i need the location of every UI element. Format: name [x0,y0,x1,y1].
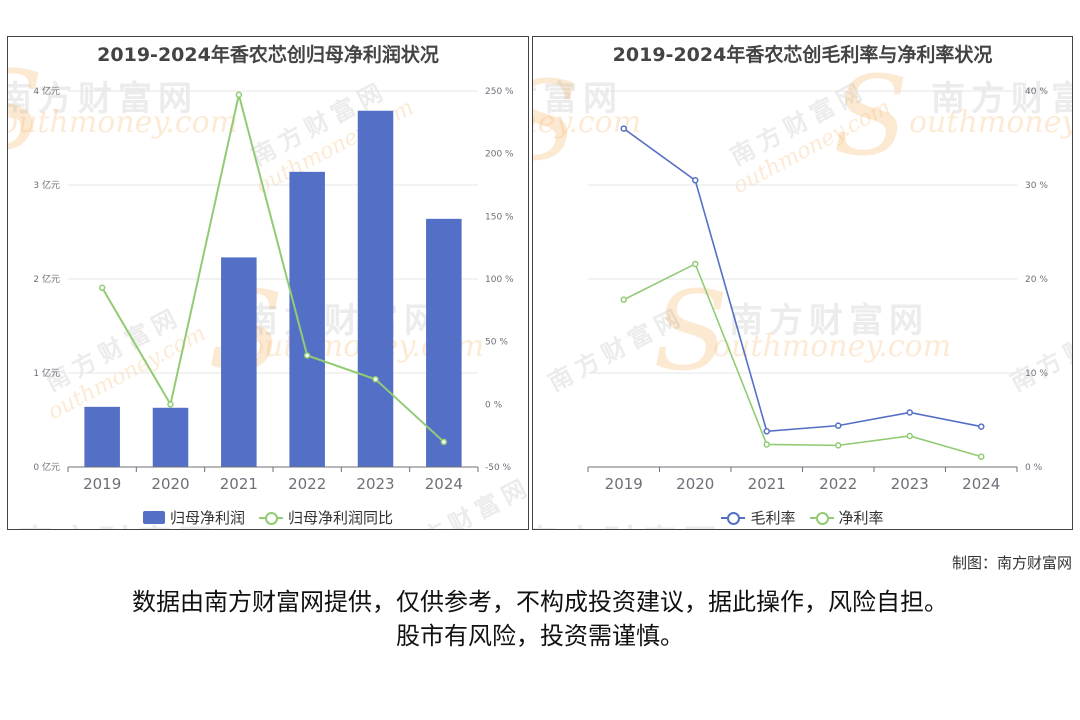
legend-swatch-line [259,511,283,525]
y-left-tick-label: 4 亿元 [33,85,60,97]
x-tick-label: 2021 [748,475,786,493]
bar [357,110,394,468]
bar [426,218,462,467]
bar [221,257,257,467]
x-tick-label: 2019 [605,475,643,493]
chart-panel-net-profit: S 南方财富网 outhmoney.com 南方财富网 outhmoney.co… [7,36,529,530]
chart-credit: 制图：南方财富网 [951,554,1072,572]
y-right-tick-label: 40 % [1025,87,1048,97]
net-margin-point [692,260,699,268]
y-right-tick-label: 20 % [1025,275,1048,285]
bar [84,406,120,467]
legend-label: 归母净利润 [169,509,245,527]
x-tick-label: 2023 [891,475,929,493]
y-left-tick-label: 3 亿元 [33,179,60,191]
net-margin-point [620,296,627,303]
gross-margin-point [835,422,842,429]
bar [152,407,189,467]
disclaimer-line: 数据由南方财富网提供，仅供参考，不构成投资建议，据此操作，风险自担。 [132,588,948,616]
yoy-point [235,91,243,99]
gross-margin-point [906,409,913,416]
x-tick-label: 2024 [962,475,1000,493]
yoy-series-line [101,94,445,443]
yoy-point [303,352,311,359]
y-right-tick-label: 100 % [485,275,514,285]
net-margin-series-line [623,262,982,458]
x-tick-label: 2021 [220,475,258,493]
yoy-point [167,401,174,408]
net-margin-point [978,453,985,460]
y-right-tick-label: 0 % [1025,463,1043,473]
legend-label: 归母净利润同比 [288,509,394,527]
gross-margin-point [978,423,985,430]
y-right-tick-label: -50 % [485,463,512,473]
chart-legend: 毛利率 净利率 [533,507,1072,528]
y-right-tick-label: 150 % [485,212,514,222]
yoy-point [372,376,379,383]
yoy-point [440,438,448,446]
bar [289,171,325,467]
net-margin-point [763,441,770,448]
x-tick-label: 2022 [288,475,326,493]
legend-swatch-line [721,511,746,525]
y-right-tick-label: 0 % [485,400,503,410]
x-tick-label: 2023 [356,475,394,493]
x-tick-label: 2020 [676,475,714,493]
gross-margin-point [692,177,699,184]
gross-margin-point [620,125,627,132]
x-tick-label: 2019 [83,475,121,493]
y-right-tick-label: 250 % [485,87,514,97]
legend-item-net-profit-yoy[interactable]: 归母净利润同比 [259,507,393,528]
legend-item-net-margin[interactable]: 净利率 [809,507,884,528]
legend-swatch-bar [142,511,165,524]
legend-label: 毛利率 [750,509,796,527]
chart-panel-margins: S 南方财富网 outhmoney.com 南方财富网 outhmoney.co… [532,36,1073,530]
bar-line-chart: 0 亿元 1 亿元 2 亿元 3 亿元 4 亿元 -50 % 0 % 50 % 100 % 150… [33,85,514,493]
disclaimer-line: 股市有风险，投资需谨慎。 [396,622,684,650]
net-margin-point [835,442,842,449]
gross-margin-series-line [623,127,982,433]
x-tick-label: 2024 [425,475,463,493]
gross-margin-point [763,428,770,435]
legend-item-gross-margin[interactable]: 毛利率 [721,507,796,528]
y-right-tick-label: 50 % [485,338,508,348]
legend-item-net-profit[interactable]: 归母净利润 [142,507,245,528]
legend-label: 净利率 [838,509,884,527]
y-right-tick-label: 200 % [485,150,514,160]
x-tick-label: 2020 [151,475,189,493]
y-left-tick-label: 0 亿元 [33,461,60,473]
y-right-tick-label: 30 % [1025,181,1048,191]
y-left-tick-label: 1 亿元 [33,367,60,379]
net-margin-point [906,432,913,440]
line-chart: 0 % 10 % 20 % 30 % 40 % 2019 2020 2021 2022 2023 2… [587,87,1048,493]
y-right-tick-label: 10 % [1025,369,1048,379]
chart-title: 2019-2024年香农芯创归母净利润状况 [97,44,439,66]
chart-legend: 归母净利润 归母净利润同比 [8,507,528,528]
chart-title: 2019-2024年香农芯创毛利率与净利率状况 [612,44,993,66]
y-left-tick-label: 2 亿元 [33,273,60,285]
yoy-point [98,284,106,292]
legend-swatch-line [809,511,834,525]
x-tick-label: 2022 [819,475,857,493]
